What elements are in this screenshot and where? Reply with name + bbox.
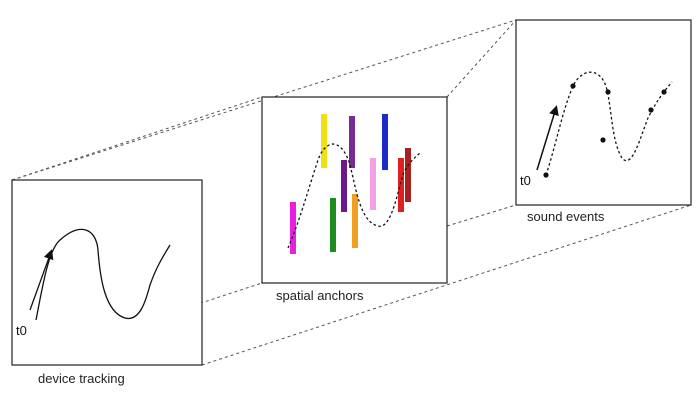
- panel-device-tracking: t0: [11, 179, 203, 366]
- sound-event-dot: [661, 89, 667, 95]
- panel-sound-events: t0: [515, 19, 692, 206]
- connector-top-middle-to-right: [446, 19, 517, 98]
- panel-spatial-anchors: [261, 96, 448, 284]
- device-tracking-caption: device tracking: [38, 371, 125, 386]
- spatial-anchor-bar: [352, 194, 358, 248]
- spatial-anchor-bar: [321, 114, 327, 168]
- sound-event-dot: [600, 137, 606, 143]
- sound-event-dot: [543, 172, 549, 178]
- connector-middle-right-to-right: [446, 204, 517, 227]
- connector-bottom-right-far: [201, 204, 692, 366]
- spatial-anchor-bar: [330, 198, 336, 252]
- anchor-markers: [290, 114, 411, 254]
- t0-label: t0: [16, 323, 27, 338]
- connector-top-left-to-middle: [11, 96, 263, 181]
- anchor-path: [287, 143, 421, 249]
- spatial-anchor-bar: [290, 202, 296, 254]
- sound-event-markers: [543, 83, 667, 178]
- sound-events-caption: sound events: [527, 209, 605, 224]
- panel-frame: [11, 179, 203, 366]
- spatial-anchor-bar: [398, 158, 404, 212]
- sound-event-dot: [605, 89, 611, 95]
- time-arrow: [29, 249, 54, 311]
- sound-event-dot: [570, 83, 576, 89]
- spatial-anchor-bar: [370, 158, 376, 210]
- panel-frame: [515, 19, 692, 206]
- spatial-anchor-bar: [405, 148, 411, 202]
- time-arrow: [536, 105, 559, 171]
- sound-event-dot: [648, 107, 654, 113]
- tracking-curve: [35, 228, 171, 321]
- spatial-anchor-bar: [382, 114, 388, 170]
- spatial-anchors-caption: spatial anchors: [276, 288, 364, 303]
- spatial-anchor-bar: [349, 116, 355, 168]
- spatial-anchor-bar: [341, 160, 347, 212]
- sound-path: [545, 71, 673, 176]
- t0-label: t0: [520, 173, 531, 188]
